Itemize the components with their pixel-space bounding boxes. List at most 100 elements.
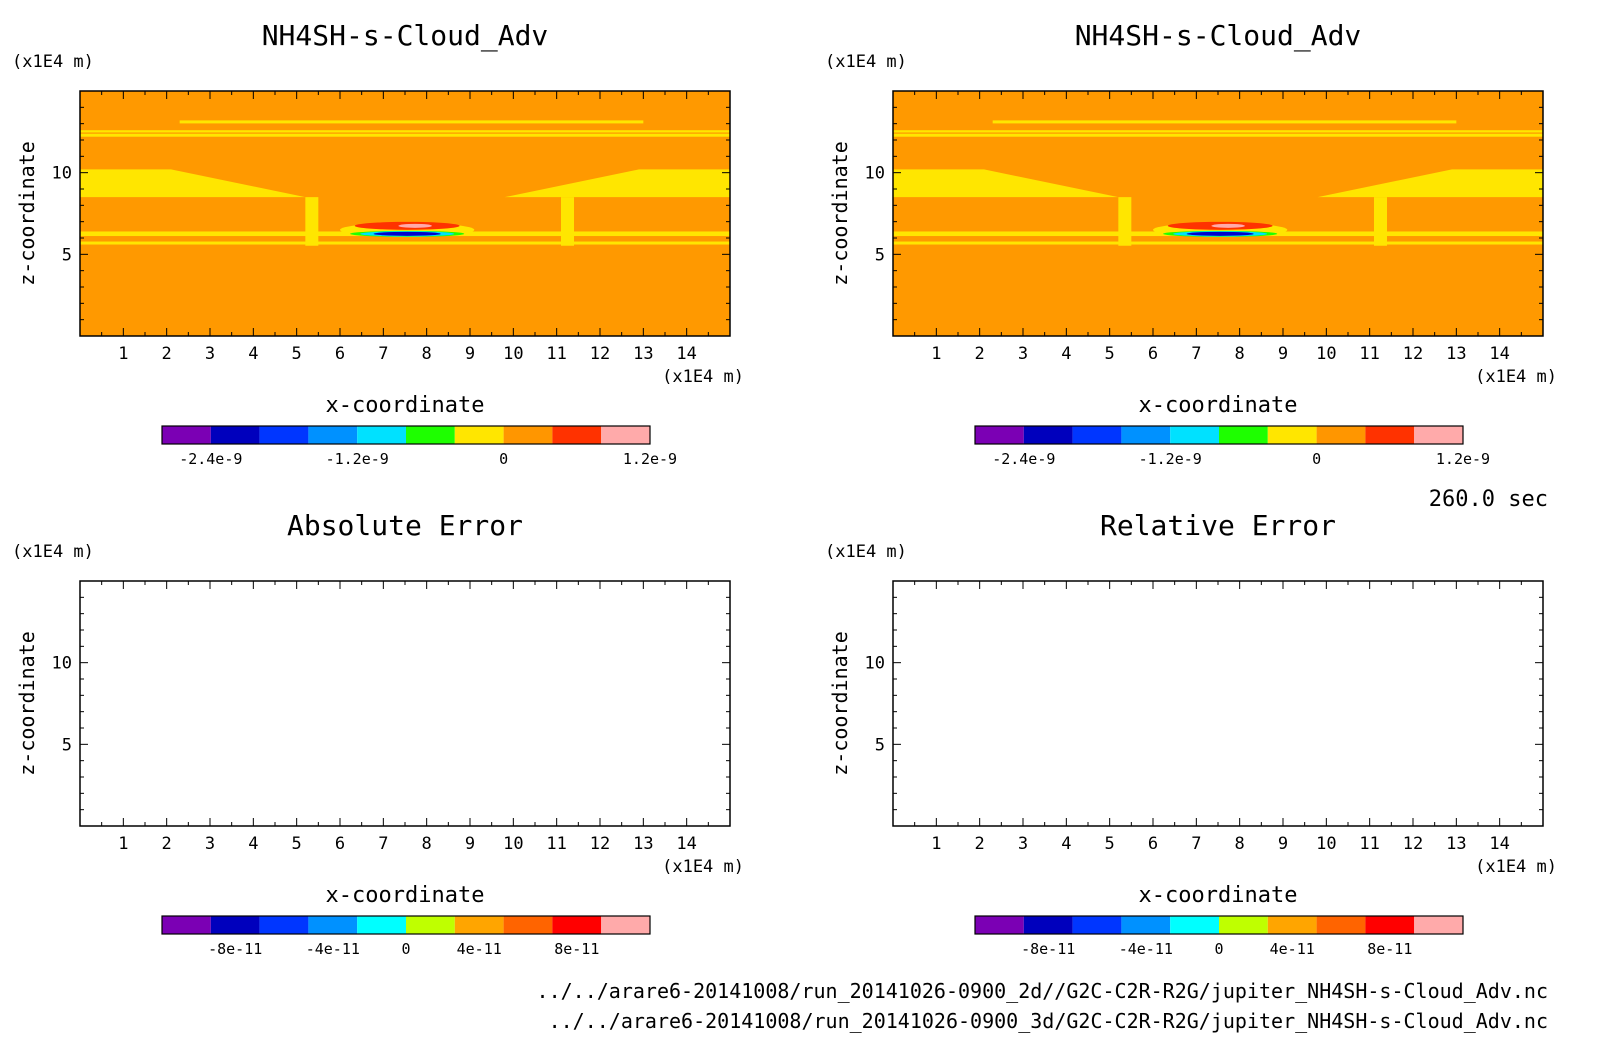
colorbar: -2.4e-9 -1.2e-9 0 1.2e-9 [974,425,1490,468]
y-axis-label: z-coordinate [15,631,39,776]
x-tick-label: 9 [465,344,475,364]
plot-frame [79,580,731,827]
chart-panel-1: NH4SH-s-Cloud_Adv(x1E4 m)1 2 3 4 5 6 7 8 9 10 11 12… [12,19,744,468]
x-axis-label: x-coordinate [326,393,485,418]
y-tick-label: 10 [865,654,885,674]
x-tick-label: 12 [1403,344,1423,364]
colorbar-tick-label: -4e-11 [306,940,360,958]
x-tick-label: 10 [1316,834,1336,854]
x-tick-label: 2 [975,344,985,364]
band-wedge-left [893,169,1119,198]
x-tick-label: 12 [590,344,610,364]
colorbar-swatch [1170,916,1219,934]
colorbar-swatch [1365,426,1415,444]
x-tick-label: 11 [1359,344,1379,364]
band-edge-0 [893,133,1543,137]
x-tick-label: 11 [546,834,566,854]
colorbar: -8e-11 -4e-11 0 4e-11 8e-11 [974,915,1464,958]
x-tick-label: 6 [335,834,345,854]
colorbar-swatch [308,916,358,934]
colorbar-swatch [357,426,406,444]
colorbar-swatch [162,426,211,444]
y-axis-label: z-coordinate [828,631,852,776]
y-unit-label: (x1E4 m) [825,52,907,72]
x-tick-label: 4 [248,834,258,854]
colorbar-swatch [975,426,1024,444]
band-edge-2 [80,241,730,245]
x-tick-label: 10 [503,344,523,364]
band-edge-0 [80,133,730,137]
file-path-1: ../../arare6-20141008/run_20141026-0900_… [537,979,1548,1003]
y-unit-label: (x1E4 m) [12,52,94,72]
x-tick-label: 8 [1235,834,1245,854]
y-tick-label: 5 [62,735,72,755]
colorbar-swatch [552,916,602,934]
x-tick-label: 3 [205,834,215,854]
contour-field [893,91,1543,336]
x-tick-label: 2 [975,834,985,854]
colorbar-swatch [1267,426,1317,444]
colorbar: -2.4e-9 -1.2e-9 0 1.2e-9 [161,425,677,468]
x-tick-label: 7 [378,344,388,364]
colorbar-swatch [1023,916,1073,934]
colorbar-swatch [1121,916,1171,934]
colorbar-swatch [1316,426,1366,444]
y-axis-label: z-coordinate [15,141,39,286]
colorbar-swatch [406,916,455,934]
colorbar-swatch [162,916,211,934]
band-edge-2 [893,241,1543,245]
y-unit-label: (x1E4 m) [12,542,94,562]
colorbar-swatch [259,426,309,444]
y-unit-label: (x1E4 m) [825,542,907,562]
colorbar-tick-label: 1.2e-9 [623,450,677,468]
colorbar-tick-label: 0 [1214,940,1223,958]
colorbar-tick-label: -1.2e-9 [326,450,389,468]
colorbar-tick-label: 8e-11 [554,940,599,958]
chart-title: NH4SH-s-Cloud_Adv [262,19,549,53]
chart-title: Relative Error [1100,509,1336,542]
colorbar-swatch [1170,426,1219,444]
x-tick-label: 14 [676,834,696,854]
colorbar-swatch [503,916,553,934]
y-tick-label: 10 [52,654,72,674]
colorbar-tick-label: -2.4e-9 [179,450,242,468]
x-axis-label: x-coordinate [1139,393,1298,418]
colorbar-swatch [210,916,260,934]
colorbar-tick-label: -8e-11 [1021,940,1075,958]
blob-positive-peak [1211,223,1245,228]
x-tick-label: 6 [335,344,345,364]
x-tick-label: 9 [1278,834,1288,854]
x-tick-label: 14 [676,344,696,364]
colorbar: -8e-11 -4e-11 0 4e-11 8e-11 [161,915,651,958]
x-tick-label: 13 [1446,834,1466,854]
colorbar-tick-label: -2.4e-9 [992,450,1055,468]
blob-negative [1186,231,1254,236]
x-tick-label: 3 [1018,834,1028,854]
x-tick-label: 8 [1235,344,1245,364]
x-tick-label: 14 [1489,834,1509,854]
x-tick-label: 7 [1191,344,1201,364]
colorbar-tick-label: 8e-11 [1367,940,1412,958]
x-tick-label: 10 [1316,344,1336,364]
y-tick-label: 10 [865,164,885,184]
x-tick-label: 8 [422,344,432,364]
y-axis-label: z-coordinate [828,141,852,286]
colorbar-swatch [552,426,602,444]
band-wedge-left [80,169,306,198]
x-tick-label: 5 [1105,344,1115,364]
y-tick-label: 10 [52,164,72,184]
colorbar-swatch [454,426,504,444]
x-tick-label: 1 [118,344,128,364]
column-right [561,197,574,246]
colorbar-tick-label: 0 [1312,450,1321,468]
colorbar-swatch [601,426,650,444]
column-right [1374,197,1387,246]
colorbar-swatch [1267,916,1317,934]
chart-title: NH4SH-s-Cloud_Adv [1075,19,1362,53]
x-unit-label: (x1E4 m) [1475,367,1557,387]
colorbar-swatch [601,916,650,934]
chart-panel-2: NH4SH-s-Cloud_Adv(x1E4 m)1 2 3 4 5 6 7 8 9 10 11 12… [825,19,1557,468]
x-tick-label: 4 [248,344,258,364]
chart-panel-4: Relative Error(x1E4 m)1 2 3 4 5 6 7 8 9 10 11 12 13 1… [825,509,1557,958]
x-axis-label: x-coordinate [1139,883,1298,908]
